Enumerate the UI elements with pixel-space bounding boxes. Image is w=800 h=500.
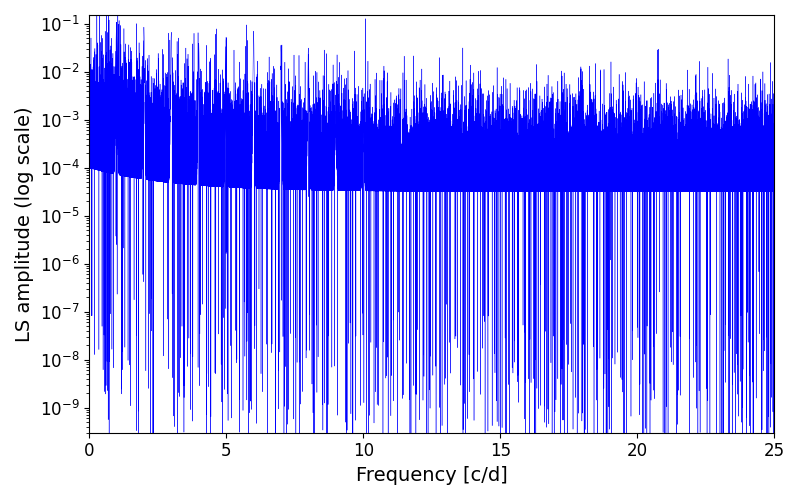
X-axis label: Frequency [c/d]: Frequency [c/d]: [356, 466, 508, 485]
Y-axis label: LS amplitude (log scale): LS amplitude (log scale): [15, 106, 34, 342]
